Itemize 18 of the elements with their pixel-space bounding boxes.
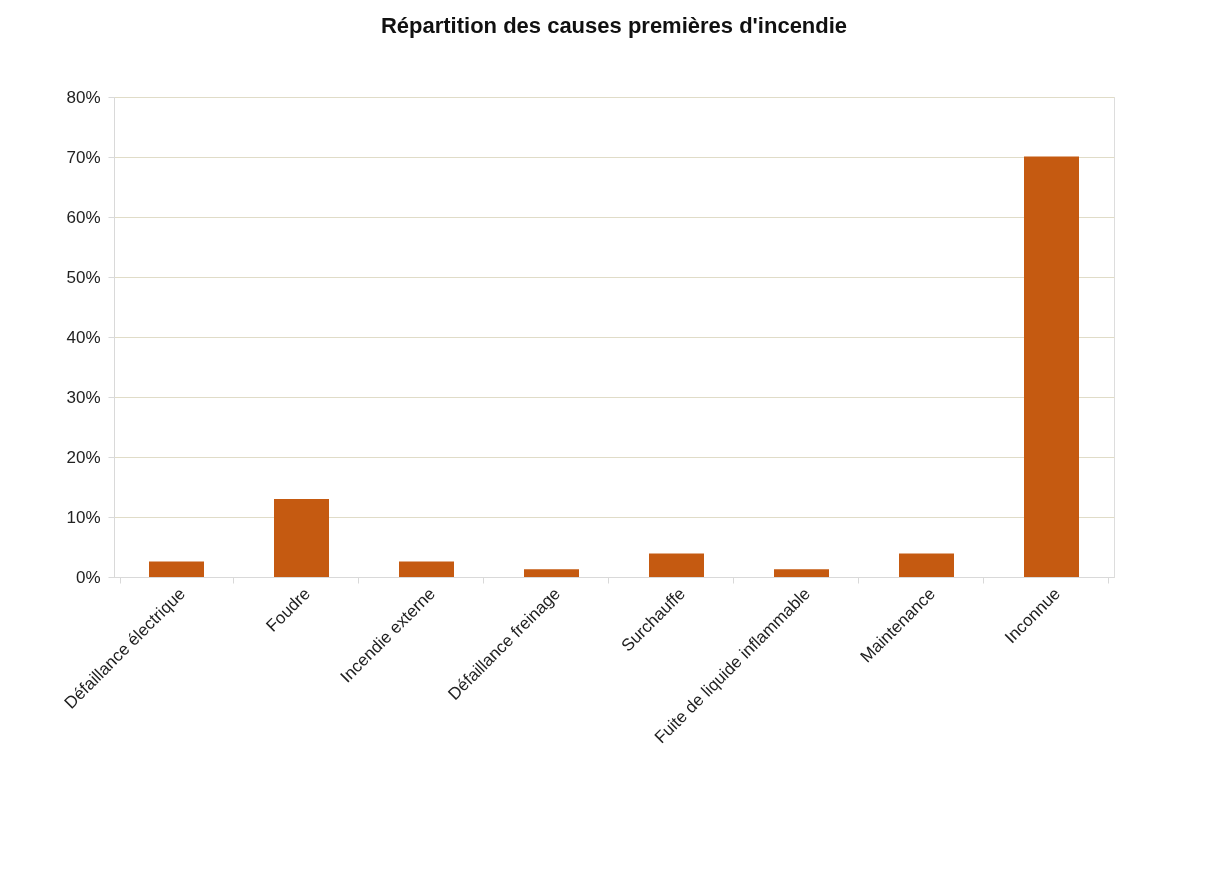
y-tick-label: 40%: [66, 327, 101, 347]
y-tick-label: 50%: [66, 267, 101, 287]
bar: [649, 553, 704, 577]
y-tick-label: 10%: [66, 507, 101, 527]
chart-title: Répartition des causes premières d'incendie: [380, 13, 848, 38]
y-tick-label: 20%: [66, 447, 101, 467]
y-tick-label: 70%: [66, 147, 101, 167]
y-tick-label: 60%: [66, 207, 101, 227]
bar: [774, 569, 829, 577]
y-tick-label: 0%: [75, 567, 101, 587]
bar: [149, 561, 204, 577]
y-tick-label: 80%: [66, 87, 101, 107]
bar: [274, 499, 329, 577]
bar: [1024, 156, 1079, 577]
bar: [399, 561, 454, 577]
y-tick-label: 30%: [66, 387, 101, 407]
bar: [899, 553, 954, 577]
bar: [524, 569, 579, 577]
